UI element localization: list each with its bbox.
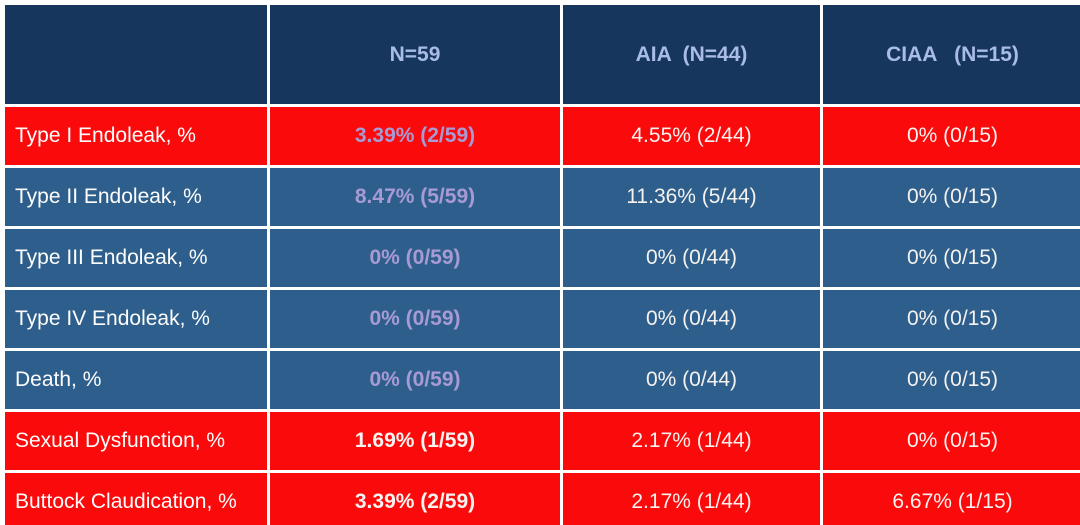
table-row: Type III Endoleak, % 0% (0/59) 0% (0/44) 0%… — [2, 226, 1080, 290]
table-header-row: N=59 AIA (N=44) CIAA (N=15) — [2, 2, 1080, 107]
table-row: Death, % 0% (0/59) 0% (0/44) 0% (0/15) — [2, 348, 1080, 412]
value-cell-aia: 2.17% (1/44) — [560, 470, 823, 525]
value-cell-ciaa: 0% (0/15) — [820, 226, 1080, 290]
value-cell-ciaa: 6.67% (1/15) — [820, 470, 1080, 525]
column-header-aia: AIA (N=44) — [560, 2, 823, 107]
table-body: Type I Endoleak, % 3.39% (2/59) 4.55% (2/4… — [2, 104, 1080, 525]
value-cell-n59: 1.69% (1/59) — [267, 409, 563, 473]
value-cell-aia: 0% (0/44) — [560, 287, 823, 351]
row-label-cell: Sexual Dysfunction, % — [2, 409, 270, 473]
value-cell-ciaa: 0% (0/15) — [820, 348, 1080, 412]
value-cell-n59: 3.39% (2/59) — [267, 470, 563, 525]
value-cell-aia: 0% (0/44) — [560, 226, 823, 290]
row-label-cell: Type I Endoleak, % — [2, 104, 270, 168]
row-label-cell: Buttock Claudication, % — [2, 470, 270, 525]
row-label-cell: Type III Endoleak, % — [2, 226, 270, 290]
value-cell-n59: 0% (0/59) — [267, 287, 563, 351]
value-cell-ciaa: 0% (0/15) — [820, 287, 1080, 351]
table-row: Type IV Endoleak, % 0% (0/59) 0% (0/44) 0% … — [2, 287, 1080, 351]
value-cell-n59: 0% (0/59) — [267, 348, 563, 412]
value-cell-n59: 8.47% (5/59) — [267, 165, 563, 229]
column-header-ciaa: CIAA (N=15) — [820, 2, 1080, 107]
value-cell-ciaa: 0% (0/15) — [820, 409, 1080, 473]
column-header-n59: N=59 — [267, 2, 563, 107]
column-header-empty — [2, 2, 270, 107]
value-cell-ciaa: 0% (0/15) — [820, 165, 1080, 229]
table-row: Buttock Claudication, % 3.39% (2/59) 2.17%… — [2, 470, 1080, 525]
row-label-cell: Type IV Endoleak, % — [2, 287, 270, 351]
value-cell-aia: 4.55% (2/44) — [560, 104, 823, 168]
row-label-cell: Death, % — [2, 348, 270, 412]
table-row: Sexual Dysfunction, % 1.69% (1/59) 2.17% (… — [2, 409, 1080, 473]
value-cell-ciaa: 0% (0/15) — [820, 104, 1080, 168]
table-row: Type II Endoleak, % 8.47% (5/59) 11.36% (5… — [2, 165, 1080, 229]
value-cell-aia: 0% (0/44) — [560, 348, 823, 412]
value-cell-n59: 0% (0/59) — [267, 226, 563, 290]
value-cell-aia: 2.17% (1/44) — [560, 409, 823, 473]
row-label-cell: Type II Endoleak, % — [2, 165, 270, 229]
value-cell-aia: 11.36% (5/44) — [560, 165, 823, 229]
table-row: Type I Endoleak, % 3.39% (2/59) 4.55% (2/4… — [2, 104, 1080, 168]
value-cell-n59: 3.39% (2/59) — [267, 104, 563, 168]
